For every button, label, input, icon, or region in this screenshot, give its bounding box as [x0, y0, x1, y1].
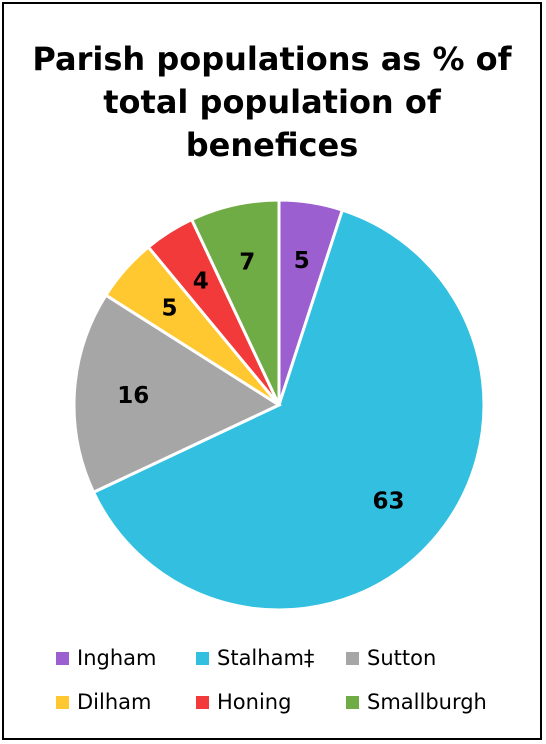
chart-title-line-3: benefices — [185, 126, 359, 164]
data-label-ingham: 5 — [294, 248, 310, 274]
chart-title-line-2: total population of — [103, 83, 441, 121]
legend-label: Ingham — [77, 646, 157, 670]
legend-item-ingham: Ingham — [56, 646, 196, 670]
legend-label: Sutton — [367, 646, 437, 670]
legend-item-dilham: Dilham — [56, 690, 196, 714]
data-label-honing: 4 — [193, 269, 209, 295]
legend-item-stalham: Stalham‡ — [196, 646, 346, 670]
legend-swatch — [196, 651, 209, 665]
legend-item-smallburgh: Smallburgh — [346, 690, 516, 714]
data-label-dilham: 5 — [161, 295, 177, 321]
legend-item-sutton: Sutton — [346, 646, 516, 670]
legend-swatch — [196, 695, 209, 709]
legend-label: Stalham‡ — [217, 646, 315, 670]
data-label-sutton: 16 — [117, 383, 149, 409]
legend-swatch — [346, 695, 359, 709]
legend-swatch — [56, 695, 69, 709]
chart-title: Parish populations as % of total populat… — [4, 38, 540, 167]
chart-title-line-1: Parish populations as % of — [32, 40, 512, 78]
legend-label: Smallburgh — [367, 690, 487, 714]
legend-swatch — [56, 651, 69, 665]
chart-legend: Ingham Stalham‡ Sutton Dilham Honing Sma… — [56, 646, 516, 714]
legend-label: Honing — [217, 690, 292, 714]
legend-label: Dilham — [77, 690, 152, 714]
pie-slice-stalham — [91, 208, 486, 612]
legend-swatch — [346, 651, 359, 665]
data-label-stalham: 63 — [372, 489, 404, 515]
pie-slice-smallburgh — [189, 198, 281, 406]
legend-item-honing: Honing — [196, 690, 346, 714]
pie-slice-sutton — [72, 293, 283, 495]
data-label-smallburgh: 7 — [239, 250, 255, 276]
